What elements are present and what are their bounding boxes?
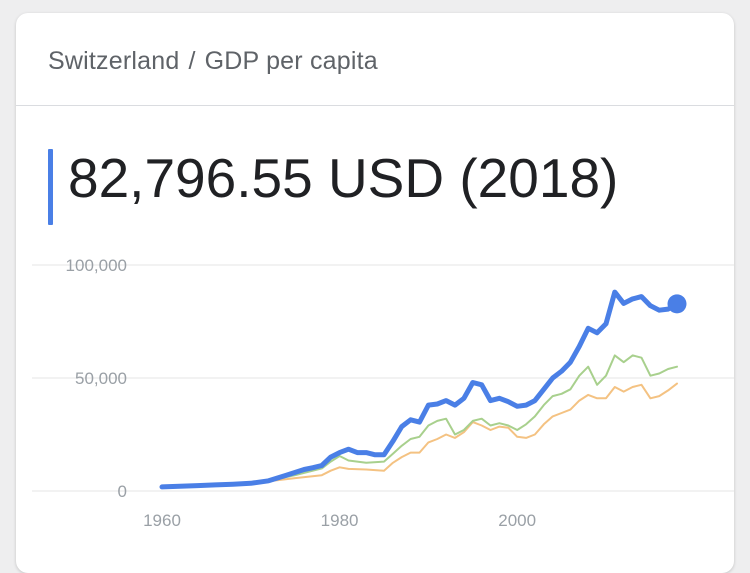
series-line-2 — [161, 354, 678, 488]
endpoint-marker — [667, 294, 687, 314]
x-tick-label: 1960 — [143, 511, 181, 530]
breadcrumb-separator: / — [188, 47, 196, 75]
headline-value: 82,796.55 USD (2018) — [68, 147, 619, 209]
breadcrumb-metric[interactable]: GDP per capita — [204, 47, 378, 75]
y-tick-label: 100,000 — [66, 256, 127, 275]
value-accent-bar — [48, 149, 53, 225]
y-tick-label: 0 — [118, 482, 127, 501]
breadcrumb-country[interactable]: Switzerland — [48, 47, 180, 75]
y-tick-label: 50,000 — [75, 369, 127, 388]
breadcrumb: Switzerland / GDP per capita — [48, 47, 378, 76]
x-tick-label: 2000 — [498, 511, 536, 530]
series-line-3 — [159, 289, 680, 490]
series-line-1 — [161, 382, 678, 488]
x-tick-label: 1980 — [321, 511, 359, 530]
gdp-line-chart[interactable]: 0 50,000 100,000 1960 1980 2000 — [0, 0, 750, 551]
header-divider — [16, 105, 734, 106]
